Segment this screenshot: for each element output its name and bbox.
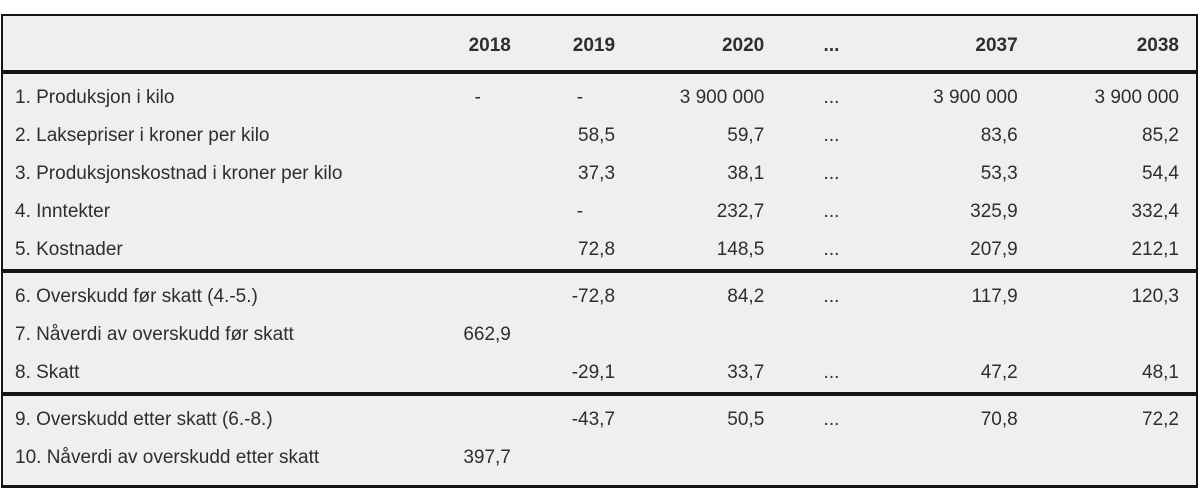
cell-value: 212,1 [1131,239,1179,260]
cell-value: 84,2 [727,286,765,307]
cell-value [428,193,528,231]
table-row: 2. Laksepriser i kroner per kilo 58,5 59,7… [2,117,1197,155]
cell-value: ... [823,125,840,146]
cell-value: 117,9 [971,286,1018,307]
cell-value: 3 900 000 [679,87,765,108]
cell-value [428,117,528,155]
cell-value: 120,3 [1131,286,1179,307]
cell-value: ... [823,239,840,260]
cell-value: 207,9 [970,239,1018,260]
cell-value: 58,5 [578,125,616,146]
column-header-2018: 2018 [427,15,528,74]
cell-value: - [474,87,481,108]
row-label: 8. Skatt [15,362,80,383]
cell-value [856,439,1034,487]
table-row: 5. Kostnader 72,8 148,5... 207,9 212,1 [2,231,1197,271]
cell-value [428,394,528,439]
cell-value: 85,2 [1142,125,1179,146]
cell-value: 397,7 [463,447,511,468]
cell-value [428,354,528,394]
cell-value [428,271,528,316]
column-header-ellipsis: ... [781,15,857,74]
cell-value: 325,9 [970,201,1018,222]
cell-value: ... [823,163,840,184]
row-label: 7. Nåverdi av overskudd før skatt [15,324,294,345]
row-label: 3. Produksjonskostnad i kroner per kilo [15,163,343,184]
cell-value: ... [823,87,840,108]
cell-value [428,155,528,193]
cell-value: 70,8 [980,409,1018,430]
column-header-2038: 2038 [1034,15,1197,74]
cell-value: 232,7 [716,201,765,222]
table-section-1: 1. Produksjon i kilo - - 3 900 000... 3 900 … [2,72,1197,271]
row-label: 2. Laksepriser i kroner per kilo [15,125,270,146]
cell-value [632,316,781,354]
cell-value: 48,1 [1142,362,1179,383]
cell-value [856,316,1034,354]
table-section-3: 9. Overskudd etter skatt (6.-8.) -43,7 50,… [2,394,1197,487]
row-label: 5. Kostnader [15,239,123,260]
financial-table: 2018 2019 2020 ... 2037 2038 1. Produksj… [1,14,1198,488]
row-label: 6. Overskudd før skatt (4.-5.) [15,286,258,307]
cell-value: 54,4 [1142,163,1179,184]
header-row: 2018 2019 2020 ... 2037 2038 [2,15,1197,74]
table-row: 4. Inntekter - 232,7... 325,9 332,4 [2,193,1197,231]
table-header: 2018 2019 2020 ... 2037 2038 [2,15,1197,74]
cell-value [1035,316,1197,354]
table-row: 9. Overskudd etter skatt (6.-8.) -43,7 50,… [2,394,1197,439]
cell-value: 3 900 000 [933,87,1018,108]
row-label: 9. Overskudd etter skatt (6.-8.) [15,409,273,430]
cell-value [528,316,632,354]
row-label: 1. Produksjon i kilo [15,87,175,108]
cell-value: - [576,201,584,222]
cell-value [632,439,781,487]
cell-value: 37,3 [578,163,616,184]
cell-value [428,231,528,271]
table-row: 7. Nåverdi av overskudd før skatt 662,9 [2,316,1197,354]
cell-value: 662,9 [463,324,511,345]
cell-value: 148,5 [716,239,765,260]
cell-value: 83,6 [980,125,1018,146]
cell-value [528,439,632,487]
cell-value [781,439,856,487]
table-row: 6. Overskudd før skatt (4.-5.) -72,8 84,2.… [2,271,1197,316]
cell-value: 3 900 000 [1094,87,1179,108]
row-label: 10. Nåverdi av overskudd etter skatt [15,447,320,468]
column-header-2019: 2019 [527,15,633,74]
cell-value: ... [823,362,840,383]
cell-value: 38,1 [727,163,765,184]
table-container: 2018 2019 2020 ... 2037 2038 1. Produksj… [1,14,1198,488]
cell-value: -43,7 [571,409,616,430]
cell-value: 72,2 [1142,409,1179,430]
cell-value: 33,7 [727,362,765,383]
cell-value [1035,439,1197,487]
cell-value: 47,2 [980,362,1018,383]
cell-value: -72,8 [571,286,616,307]
table-row: 10. Nåverdi av overskudd etter skatt 397,… [2,439,1197,487]
column-header-2020: 2020 [632,15,782,74]
table-row: 8. Skatt -29,1 33,7... 47,2 48,1 [2,354,1197,394]
table-section-2: 6. Overskudd før skatt (4.-5.) -72,8 84,2.… [2,271,1197,394]
cell-value: 72,8 [578,239,616,260]
row-label: 4. Inntekter [15,201,111,222]
cell-value: 53,3 [980,163,1018,184]
cell-value: ... [823,286,840,307]
cell-value: 332,4 [1131,201,1179,222]
cell-value: -29,1 [571,362,616,383]
column-header-2037: 2037 [856,15,1035,74]
column-header-label [2,15,428,74]
cell-value: 50,5 [727,409,765,430]
cell-value: ... [823,409,840,430]
cell-value [781,316,856,354]
table-row: 3. Produksjonskostnad i kroner per kilo 3… [2,155,1197,193]
cell-value: ... [823,201,840,222]
table-row: 1. Produksjon i kilo - - 3 900 000... 3 900 … [2,72,1197,117]
cell-value: - [576,87,584,108]
cell-value: 59,7 [727,125,765,146]
